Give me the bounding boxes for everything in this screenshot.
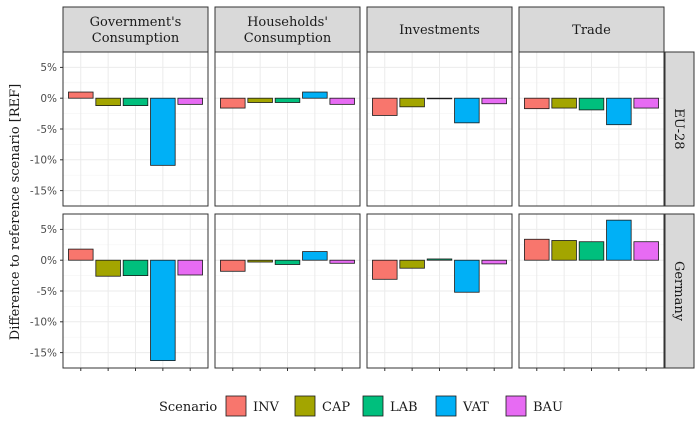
bar-bau (633, 97, 659, 109)
bar-vat (606, 97, 632, 126)
panel-1-1 (62, 51, 209, 207)
legend-item-lab: LAB (362, 395, 418, 417)
y-axis-title: Difference to reference scenario [REF] (8, 84, 23, 340)
bar-bau (633, 241, 659, 261)
legend-label: INV (253, 400, 280, 415)
bar-cap (551, 97, 577, 109)
y-tick-label: 5% (40, 224, 57, 236)
strip-background (518, 6, 665, 53)
legend-label: CAP (322, 400, 350, 415)
column-strip-label: Investments (399, 23, 480, 38)
panel-2-2 (214, 213, 361, 371)
legend-key (362, 395, 384, 417)
bar-vat (150, 97, 176, 166)
y-tick-label: -10% (30, 317, 57, 329)
bar-inv (372, 259, 398, 280)
bar-inv (524, 238, 550, 261)
legend-key (294, 395, 316, 417)
panels-layer (62, 51, 665, 371)
column-strip-2: Households' Consumption (214, 6, 361, 53)
bar-cap (247, 259, 273, 263)
legend-item-cap: CAP (294, 395, 350, 417)
strip-background (214, 6, 361, 53)
strips-layer: Government's Consumption Households' Consum… (62, 6, 695, 369)
bar-inv (372, 97, 398, 116)
legend-key (225, 395, 247, 417)
panel-2-4 (518, 213, 665, 371)
bar-inv (220, 259, 246, 272)
column-strip-4: Trade (518, 6, 665, 53)
bar-lab (426, 258, 453, 261)
bar-inv (220, 97, 246, 109)
legend-title: Scenario (159, 400, 217, 415)
row-strip-label: Germany (671, 261, 686, 322)
y-tick-label: -15% (30, 185, 57, 197)
y-tick-label: -10% (30, 155, 57, 167)
row-strip-2: Germany (664, 213, 695, 369)
y-tick-label: -5% (37, 124, 57, 136)
legend-label: BAU (533, 400, 563, 415)
bar-cap (399, 259, 425, 269)
bar-lab (578, 241, 605, 261)
bar-lab (122, 259, 149, 277)
row-strip-label: EU-28 (671, 108, 686, 149)
y-axis-layer: 5% 0% -5% -10% -15% 5% 0% -5% -10% -15% (30, 62, 63, 359)
strip-background (62, 6, 209, 53)
panel-2-3 (366, 213, 513, 371)
panel-1-2 (214, 51, 361, 207)
column-strip-label: Households' Consumption (244, 15, 332, 46)
y-tick-label: 0% (40, 255, 57, 267)
legend-key (505, 395, 527, 417)
legend-item-inv: INV (225, 395, 280, 417)
bar-lab (274, 97, 301, 103)
row-strip-1: EU-28 (664, 51, 695, 207)
bar-lab (426, 97, 453, 100)
bar-bau (329, 97, 355, 105)
bar-inv (524, 97, 550, 110)
column-strip-label: Trade (572, 23, 611, 38)
panel-1-3 (366, 51, 513, 207)
bar-cap (95, 259, 121, 277)
column-strip-3: Investments (366, 6, 513, 53)
bar-cap (551, 240, 577, 261)
panel-1-4 (518, 51, 665, 207)
legend-label: VAT (462, 400, 489, 415)
panel-2-1 (62, 213, 209, 371)
strip-background (664, 51, 695, 207)
bar-cap (399, 97, 425, 108)
legend-item-bau: BAU (505, 395, 563, 417)
bar-bau (177, 97, 203, 105)
bar-lab (122, 97, 149, 106)
bar-bau (481, 97, 507, 105)
bar-inv (68, 248, 94, 261)
bar-lab (578, 97, 605, 111)
bar-cap (247, 97, 273, 103)
legend-label: LAB (390, 400, 418, 415)
legend: Scenario INV CAP LAB VAT BAU (159, 395, 563, 417)
strip-background (366, 6, 513, 53)
bar-vat (454, 97, 480, 124)
legend-item-vat: VAT (435, 395, 489, 417)
legend-key (435, 395, 457, 417)
column-strip-label: Government's Consumption (90, 15, 182, 46)
bar-bau (177, 259, 203, 276)
y-tick-label: -15% (30, 347, 57, 359)
bar-lab (274, 259, 301, 265)
bar-cap (95, 97, 121, 106)
bar-vat (150, 259, 176, 362)
y-tick-label: 0% (40, 93, 57, 105)
bar-inv (68, 91, 94, 99)
column-strip-1: Government's Consumption (62, 6, 209, 53)
strip-background (664, 213, 695, 369)
bar-bau (329, 259, 355, 264)
y-tick-label: -5% (37, 286, 57, 298)
bar-bau (481, 259, 507, 265)
bar-vat (302, 251, 328, 261)
bar-vat (606, 219, 632, 261)
y-tick-label: 5% (40, 62, 57, 74)
bar-vat (454, 259, 480, 293)
bar-vat (302, 91, 328, 99)
